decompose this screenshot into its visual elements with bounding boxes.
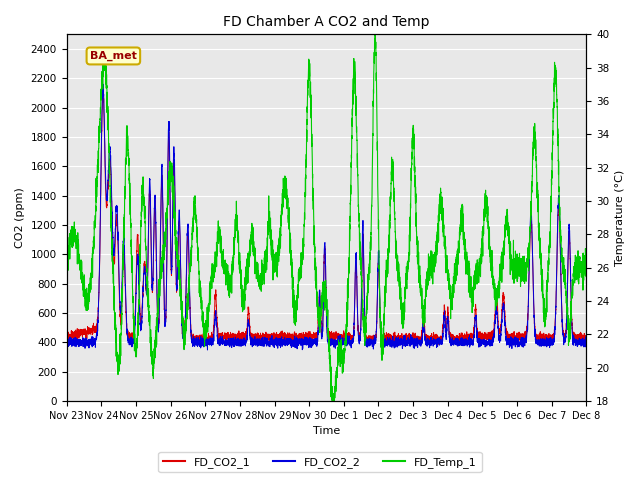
FD_Temp_1 xyxy=(261,256,269,262)
Line: FD_Temp_1: FD_Temp_1 xyxy=(67,35,586,401)
FD_CO2_1 xyxy=(401,334,409,340)
FD_CO2_2 xyxy=(99,81,107,87)
FD_Temp_1 xyxy=(157,274,165,279)
FD_Temp_1 xyxy=(401,285,409,290)
FD_Temp_1 xyxy=(374,217,382,223)
FD_CO2_2 xyxy=(204,347,211,353)
FD_CO2_2 xyxy=(401,342,409,348)
Y-axis label: Temperature (°C): Temperature (°C) xyxy=(615,169,625,266)
FD_CO2_2 xyxy=(582,341,590,347)
FD_CO2_1 xyxy=(233,343,241,348)
FD_Temp_1 xyxy=(451,267,458,273)
FD_CO2_1 xyxy=(582,338,590,344)
Line: FD_CO2_2: FD_CO2_2 xyxy=(67,84,586,350)
FD_CO2_1 xyxy=(262,333,269,338)
FD_CO2_2 xyxy=(63,342,70,348)
FD_Temp_1 xyxy=(582,262,590,268)
Line: FD_CO2_1: FD_CO2_1 xyxy=(67,90,586,346)
FD_CO2_2 xyxy=(157,188,165,194)
FD_Temp_1 xyxy=(371,32,379,37)
FD_CO2_2 xyxy=(451,339,458,345)
FD_CO2_1 xyxy=(374,264,382,269)
Legend: FD_CO2_1, FD_CO2_2, FD_Temp_1: FD_CO2_1, FD_CO2_2, FD_Temp_1 xyxy=(159,452,481,472)
X-axis label: Time: Time xyxy=(313,426,340,436)
FD_CO2_1 xyxy=(490,324,498,330)
Title: FD Chamber A CO2 and Temp: FD Chamber A CO2 and Temp xyxy=(223,15,429,29)
FD_CO2_1 xyxy=(451,336,458,342)
FD_CO2_2 xyxy=(490,329,498,335)
FD_CO2_1 xyxy=(63,337,70,343)
FD_Temp_1 xyxy=(490,286,498,292)
FD_CO2_1 xyxy=(99,87,107,93)
FD_CO2_2 xyxy=(262,340,269,346)
Text: BA_met: BA_met xyxy=(90,51,137,61)
FD_Temp_1 xyxy=(63,251,70,256)
FD_Temp_1 xyxy=(328,398,336,404)
Y-axis label: CO2 (ppm): CO2 (ppm) xyxy=(15,187,25,248)
FD_CO2_1 xyxy=(157,197,165,203)
FD_CO2_2 xyxy=(374,252,382,258)
